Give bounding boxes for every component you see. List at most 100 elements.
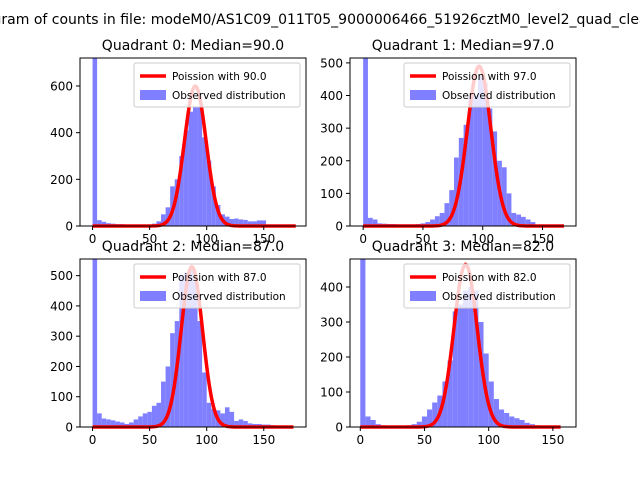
axes-frame bbox=[349, 258, 577, 428]
observed-bar bbox=[165, 207, 171, 226]
observed-bar bbox=[92, 259, 98, 427]
y-tick-label: 400 bbox=[50, 126, 73, 140]
observed-bar bbox=[473, 95, 478, 227]
legend-swatch-observed bbox=[410, 291, 436, 301]
y-tick-label: 600 bbox=[50, 80, 73, 94]
legend-box bbox=[133, 263, 301, 309]
observed-bar bbox=[452, 311, 458, 427]
observed-bar bbox=[488, 381, 494, 427]
observed-bar bbox=[449, 190, 455, 226]
observed-bar bbox=[188, 111, 193, 226]
y-tick-label: 400 bbox=[320, 281, 343, 295]
observed-bar bbox=[509, 416, 515, 427]
observed-bar bbox=[372, 219, 378, 226]
y-tick-label: 0 bbox=[335, 421, 343, 435]
y-tick-label: 300 bbox=[320, 316, 343, 330]
observed-bar bbox=[421, 416, 428, 427]
y-tick-label: 100 bbox=[320, 187, 343, 201]
observed-bar bbox=[188, 269, 193, 427]
observed-bar bbox=[229, 219, 235, 226]
observed-bar bbox=[432, 402, 438, 427]
observed-bar bbox=[454, 157, 459, 226]
y-tick-label: 400 bbox=[50, 299, 73, 313]
observed-bar bbox=[430, 219, 435, 226]
figure-title: Histogram of counts in file: modeM0/AS1C… bbox=[0, 12, 640, 28]
observed-bar bbox=[370, 420, 376, 427]
y-tick-label: 200 bbox=[50, 360, 73, 374]
observed-bar bbox=[183, 130, 189, 226]
x-tick-label: 150 bbox=[252, 433, 275, 447]
observed-bar bbox=[161, 381, 166, 427]
observed-bar bbox=[238, 419, 244, 427]
x-tick-label: 0 bbox=[356, 433, 364, 447]
observed-bar bbox=[243, 420, 248, 427]
axes-frame bbox=[79, 57, 307, 227]
observed-bar bbox=[367, 217, 373, 226]
observed-bar bbox=[224, 216, 230, 226]
chart-title: Quadrant 3: Median=82.0 bbox=[372, 239, 554, 255]
x-tick-label: 50 bbox=[415, 232, 430, 246]
observed-bar bbox=[247, 423, 253, 427]
y-tick-label: 300 bbox=[50, 330, 73, 344]
observed-bar bbox=[129, 422, 134, 427]
observed-bar bbox=[506, 193, 512, 226]
observed-bar bbox=[179, 275, 184, 427]
observed-bar bbox=[138, 416, 143, 427]
observed-bar bbox=[363, 58, 368, 226]
legend-swatch-observed bbox=[410, 90, 436, 100]
observed-bar bbox=[516, 214, 521, 226]
observed-bar bbox=[119, 422, 125, 427]
x-tick-label: 150 bbox=[252, 232, 275, 246]
observed-bar bbox=[427, 409, 433, 427]
observed-bar bbox=[170, 333, 175, 427]
observed-bar bbox=[197, 321, 203, 427]
y-tick-label: 0 bbox=[65, 421, 73, 435]
observed-bar bbox=[193, 281, 198, 427]
observed-bar bbox=[261, 220, 267, 226]
legend-label-observed: Observed distribution bbox=[442, 291, 556, 303]
observed-bar bbox=[442, 381, 448, 427]
quadrant-3-panel: 0 50 100 150 0 100 200 300 400 Poission with 82.0… bbox=[320, 239, 577, 447]
quadrant-2-panel: 0 50 100 150 0 100 200 300 400 500 Poission with 8… bbox=[50, 239, 307, 447]
observed-bar bbox=[514, 418, 520, 427]
observed-bar bbox=[247, 221, 253, 226]
x-tick-label: 100 bbox=[477, 433, 500, 447]
observed-bar bbox=[183, 272, 189, 427]
x-tick-label: 50 bbox=[142, 433, 157, 447]
observed-bar bbox=[151, 405, 157, 427]
observed-bar bbox=[473, 290, 479, 427]
x-tick-label: 100 bbox=[471, 232, 494, 246]
observed-bar bbox=[457, 304, 463, 427]
observed-bar bbox=[101, 418, 107, 427]
observed-bar bbox=[142, 413, 148, 427]
legend-swatch-observed bbox=[140, 291, 166, 301]
observed-bar bbox=[243, 219, 248, 226]
observed-bar bbox=[447, 360, 453, 427]
observed-bar bbox=[492, 131, 498, 226]
x-tick-label: 150 bbox=[531, 232, 554, 246]
observed-bar bbox=[468, 95, 474, 227]
y-tick-label: 100 bbox=[320, 386, 343, 400]
observed-bar bbox=[110, 420, 116, 427]
observed-bar bbox=[101, 221, 107, 226]
x-tick-label: 50 bbox=[142, 232, 157, 246]
observed-bar bbox=[133, 419, 139, 427]
observed-bar bbox=[530, 222, 536, 226]
y-tick-label: 400 bbox=[320, 89, 343, 103]
legend-label-poisson: Poission with 97.0 bbox=[442, 71, 537, 83]
x-tick-label: 0 bbox=[359, 232, 367, 246]
observed-bar bbox=[468, 287, 474, 427]
observed-bar bbox=[256, 220, 262, 226]
observed-bar bbox=[493, 399, 499, 427]
observed-bar bbox=[463, 124, 469, 226]
quadrant-0-panel: 0 50 100 150 0 200 400 600 Poission with 90.0 Obs… bbox=[50, 38, 307, 246]
observed-bar bbox=[463, 290, 469, 427]
quadrant-1-panel: 0 50 100 150 0 100 200 300 400 500 Poission with 9… bbox=[320, 38, 577, 246]
observed-bar bbox=[156, 402, 162, 427]
observed-bar bbox=[174, 179, 180, 226]
observed-bar bbox=[97, 413, 102, 427]
observed-bar bbox=[434, 216, 440, 226]
observed-bar bbox=[520, 216, 526, 226]
observed-bar bbox=[477, 75, 483, 227]
